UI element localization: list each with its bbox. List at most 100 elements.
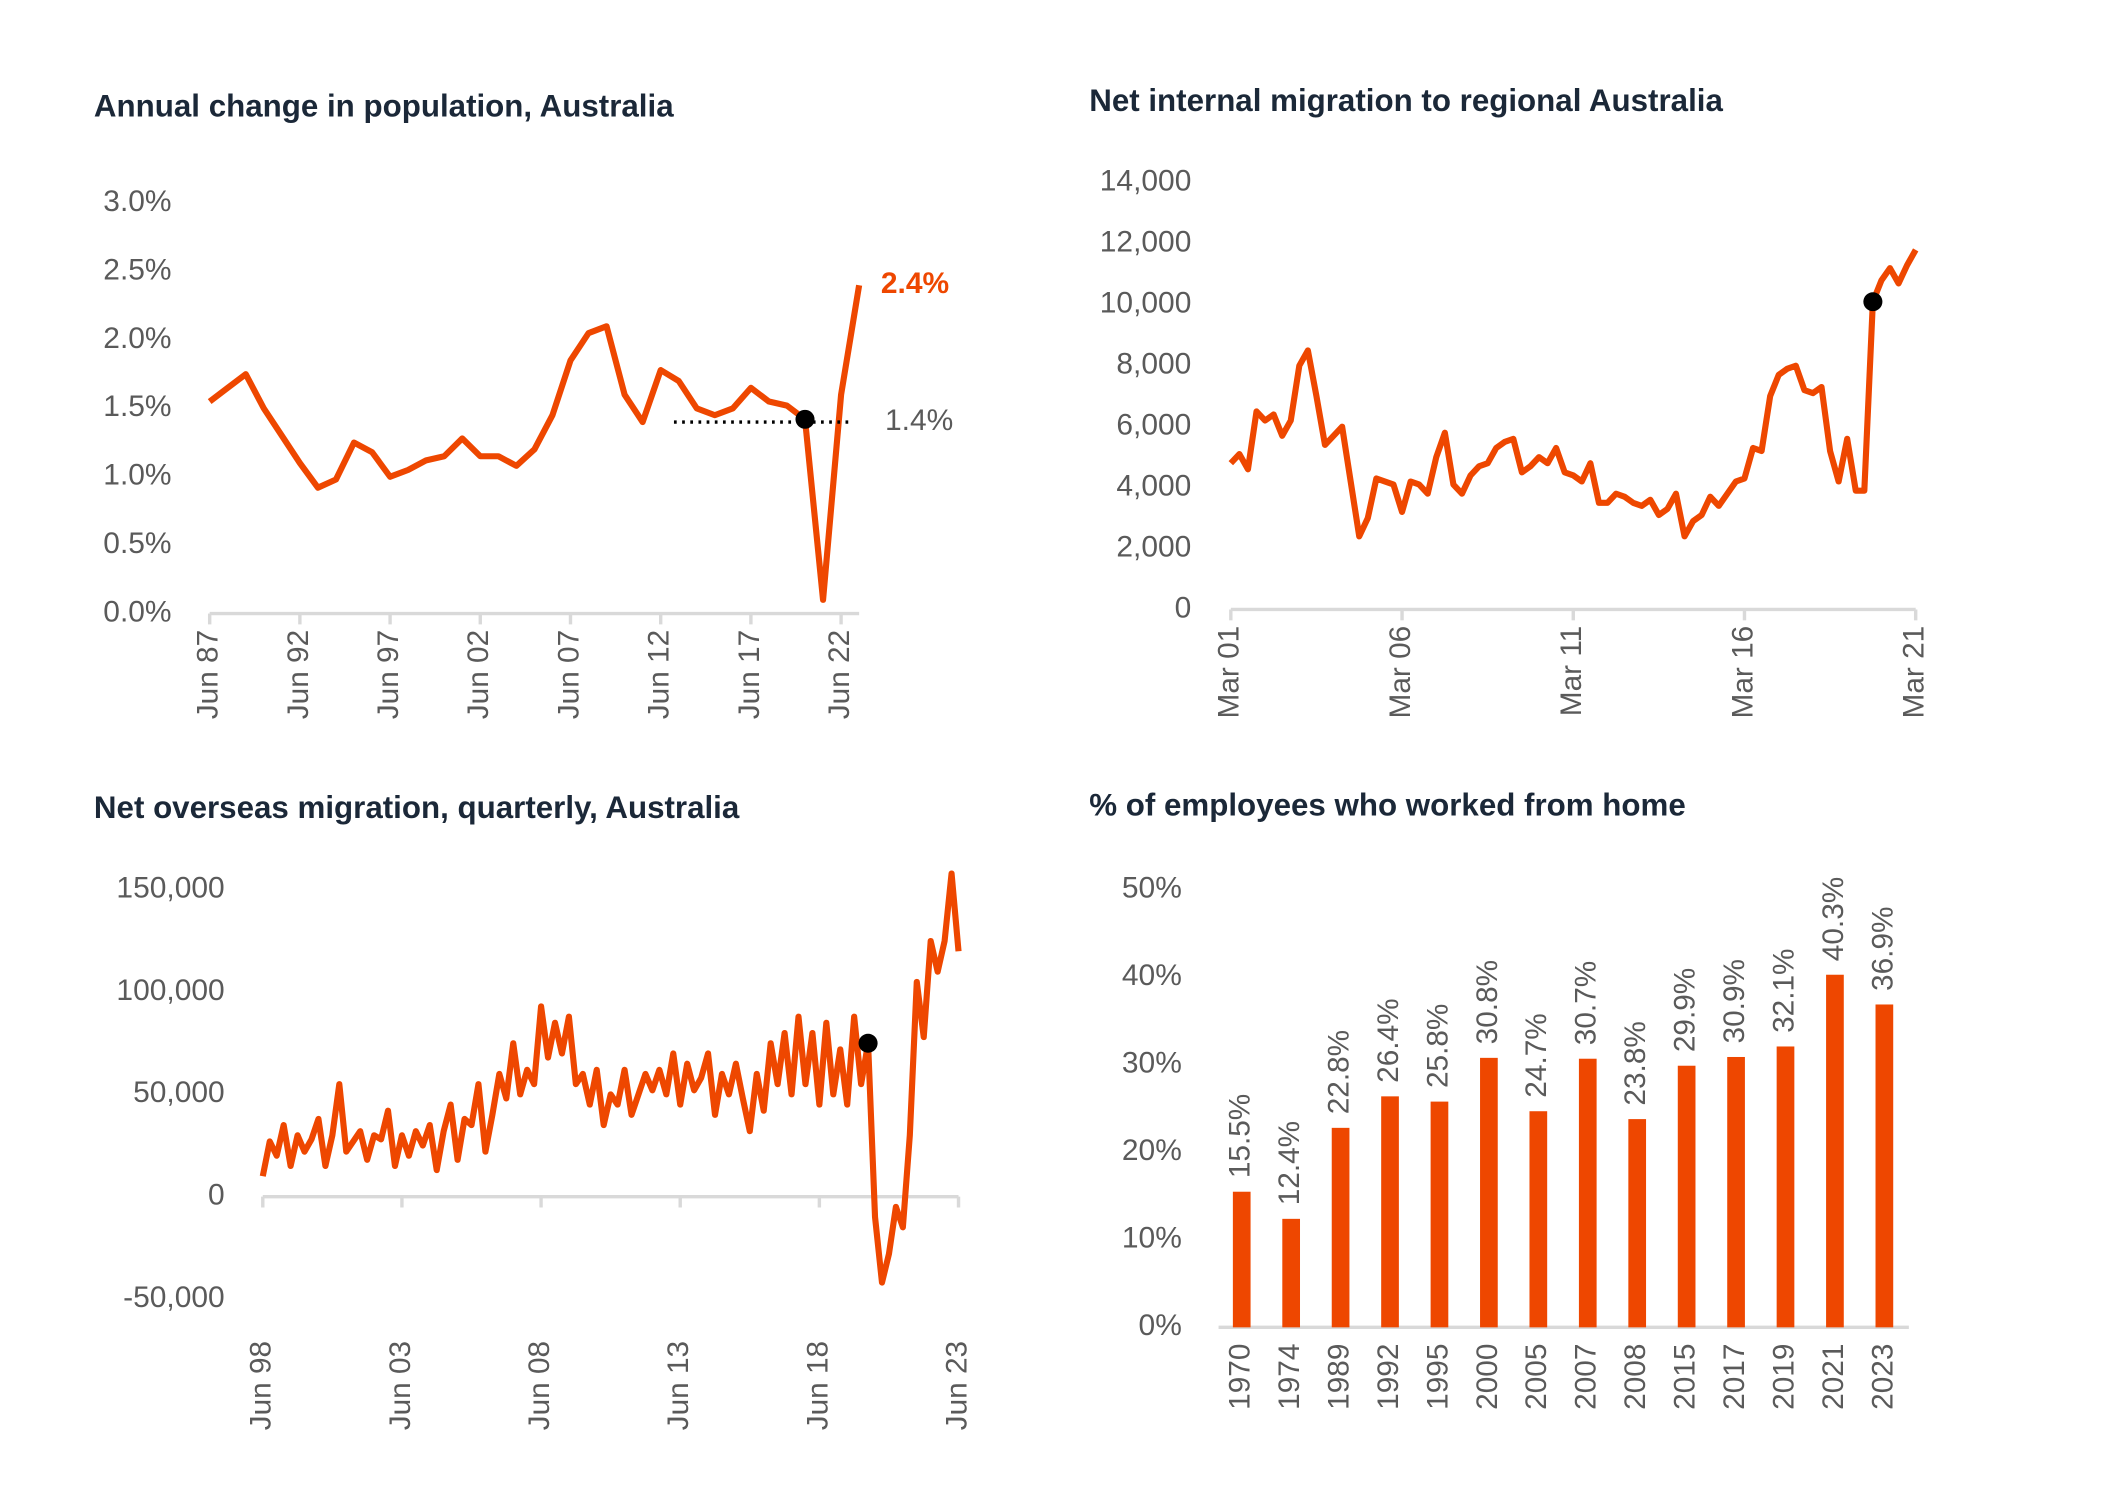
y-tick-label: 0 [1175,591,1192,624]
chart-title: Net internal migration to regional Austr… [1089,83,1723,118]
y-tick-label: 40% [1122,959,1182,992]
value-label: 22.8% [1322,1030,1355,1114]
value-label: 25.8% [1421,1004,1454,1088]
y-tick-label: 10,000 [1100,287,1192,320]
y-tick-label: 2.0% [103,322,171,355]
y-tick-label: 0.5% [103,527,171,560]
bar [1529,1111,1548,1328]
y-tick-label: 100,000 [116,974,224,1007]
x-tick-label: Jun 92 [282,630,315,719]
x-tick-label: Jun 18 [801,1341,834,1430]
bar [1232,1191,1251,1328]
value-label: 15.5% [1224,1094,1257,1178]
x-tick-label: Jun 22 [823,630,856,719]
bar [1826,974,1844,1328]
bar [1677,1065,1696,1328]
y-tick-label: 3.0% [103,185,171,218]
value-label: 36.9% [1866,906,1899,990]
x-tick-label: Jun 02 [462,630,495,719]
x-tick-label: Jun 13 [662,1341,695,1430]
y-tick-label: 6,000 [1116,409,1191,442]
highlight-dot [1863,292,1883,312]
x-tick-label: 2000 [1471,1344,1504,1410]
x-tick-label: Jun 87 [192,630,225,719]
chart-title: Annual change in population, Australia [94,89,674,124]
reference-label: 1.4% [885,404,953,437]
y-tick-label: -50,000 [123,1281,225,1314]
x-tick-label: 2023 [1866,1344,1899,1410]
x-tick-label: Mar 06 [1384,626,1417,719]
x-tick-label: Mar 01 [1213,626,1246,719]
bar [1480,1057,1498,1328]
x-tick-label: Jun 23 [940,1341,973,1430]
x-tick-label: Jun 08 [523,1341,556,1430]
x-tick-label: 2021 [1817,1344,1850,1410]
y-tick-label: 1.0% [103,459,171,492]
bar [1282,1218,1301,1328]
value-label: 30.8% [1471,960,1504,1044]
x-tick-label: Jun 98 [245,1341,278,1430]
highlight-dot [795,409,815,429]
data-line [207,284,863,603]
y-tick-label: 1.5% [103,390,171,423]
bar [1628,1119,1647,1328]
y-tick-label: 0 [208,1179,225,1212]
value-label: 29.9% [1668,968,1701,1052]
y-tick-label: 2.5% [103,254,171,287]
x-tick-label: 1970 [1224,1344,1257,1410]
x-tick-label: Mar 11 [1555,626,1588,716]
end-label: 2.4% [881,267,949,300]
highlight-dot [858,1033,878,1053]
y-tick-label: 0.0% [103,595,171,628]
bar [1776,1046,1795,1328]
x-tick-label: Jun 97 [372,630,405,719]
y-tick-label: 50% [1122,872,1182,905]
x-tick-label: Jun 12 [643,630,676,719]
data-line [1228,248,1919,540]
y-tick-label: 8,000 [1116,348,1191,381]
chart-title: Net overseas migration, quarterly, Austr… [94,790,740,825]
y-tick-label: 4,000 [1116,470,1191,503]
x-tick-label: 1995 [1421,1344,1454,1410]
bar [1578,1058,1597,1328]
x-tick-label: 2007 [1570,1344,1603,1410]
y-tick-label: 2,000 [1116,530,1191,563]
value-label: 40.3% [1817,877,1850,961]
y-tick-label: 12,000 [1100,226,1192,259]
y-tick-label: 0% [1139,1309,1182,1342]
value-label: 24.7% [1520,1013,1553,1097]
bar [1875,1004,1894,1328]
x-tick-label: Mar 21 [1898,626,1931,719]
x-tick-label: Mar 16 [1726,626,1759,719]
value-label: 30.9% [1718,959,1751,1043]
value-label: 26.4% [1372,998,1405,1082]
value-label: 23.8% [1619,1021,1652,1105]
x-tick-label: Jun 07 [552,630,585,719]
x-tick-label: 1992 [1372,1344,1405,1410]
y-tick-label: 30% [1122,1047,1182,1080]
chart-title: % of employees who worked from home [1089,788,1686,823]
y-tick-label: 150,000 [116,872,224,905]
x-tick-label: 2017 [1718,1344,1751,1410]
x-tick-label: 1989 [1322,1344,1355,1410]
x-tick-label: 1974 [1273,1344,1306,1410]
bar [1331,1127,1350,1328]
value-label: 30.7% [1570,961,1603,1045]
data-line [259,870,962,1286]
bar [1381,1096,1399,1328]
y-tick-label: 20% [1122,1134,1182,1167]
y-tick-label: 14,000 [1100,165,1192,198]
x-tick-label: 2019 [1767,1344,1800,1410]
y-tick-label: 50,000 [133,1076,225,1109]
value-label: 12.4% [1273,1121,1306,1205]
value-label: 32.1% [1767,948,1800,1032]
bar [1430,1101,1449,1328]
y-tick-label: 10% [1122,1222,1182,1255]
x-tick-label: 2015 [1668,1344,1701,1410]
x-tick-label: 2008 [1619,1344,1652,1410]
x-tick-label: Jun 17 [733,630,766,719]
x-tick-label: Jun 03 [384,1341,417,1430]
x-tick-label: 2005 [1520,1344,1553,1410]
